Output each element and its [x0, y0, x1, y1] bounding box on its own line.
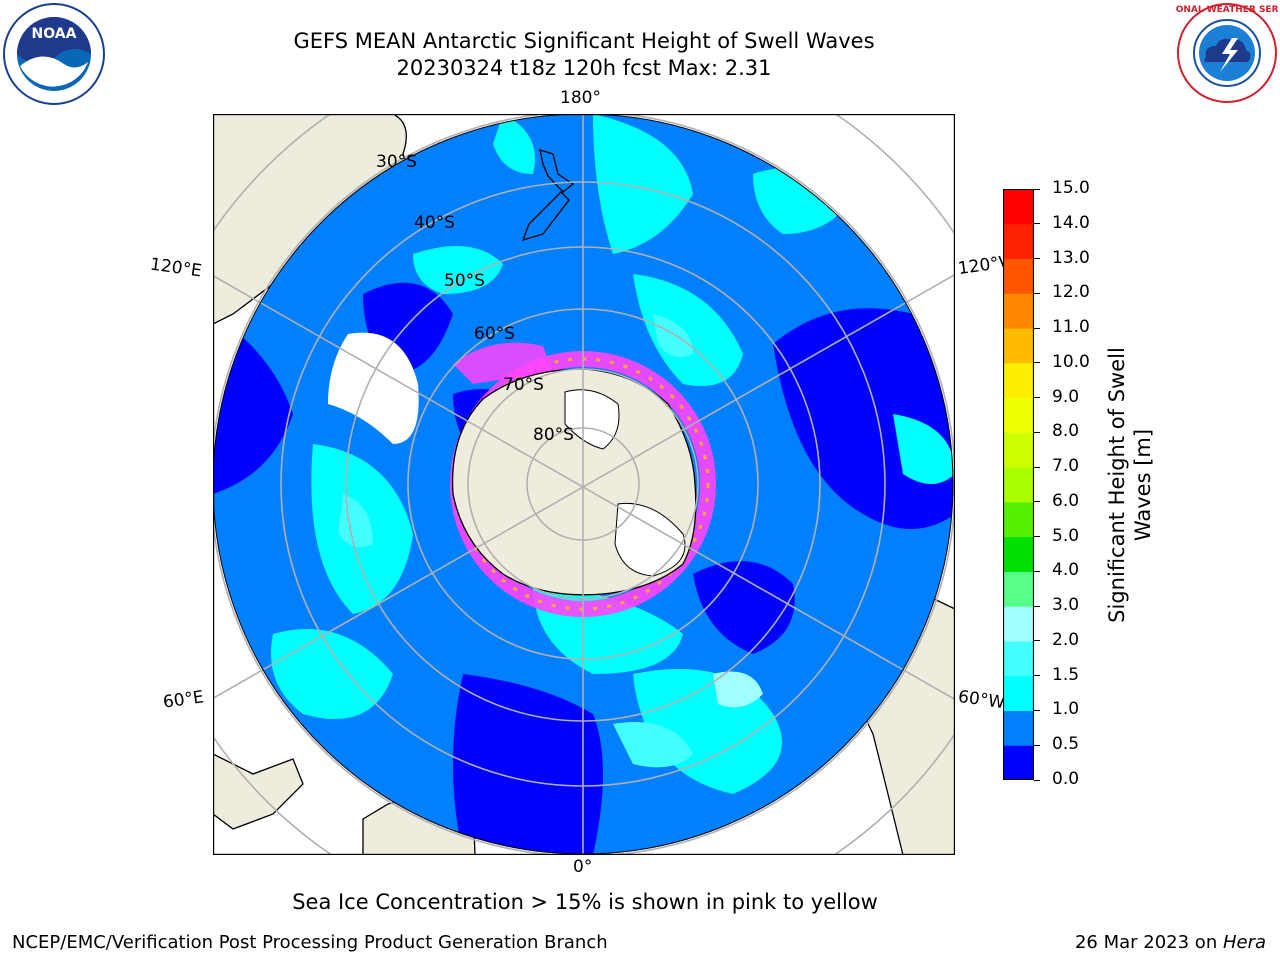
lon-label-60w: 60°W [956, 686, 1006, 714]
footer-host: Hera [1222, 932, 1266, 953]
colorbar-tick-mark [1034, 640, 1040, 642]
lat-label-50s: 50°S [444, 271, 485, 291]
colorbar-tick-label: 15.0 [1052, 178, 1090, 198]
colorbar-tick-mark [1034, 744, 1040, 746]
colorbar-segment [1003, 467, 1034, 503]
colorbar-tick-mark [1034, 188, 1040, 190]
lon-label-120e: 120°E [148, 254, 203, 282]
colorbar-tick-mark [1034, 258, 1040, 260]
colorbar-segment [1003, 223, 1034, 260]
colorbar-tick-mark [1034, 327, 1040, 329]
colorbar-tick-mark [1034, 501, 1040, 503]
colorbar-tick-label: 6.0 [1052, 490, 1080, 511]
colorbar-segment [1003, 640, 1034, 677]
sea-ice-note: Sea Ice Concentration > 15% is shown in … [292, 890, 878, 914]
colorbar-tick-mark [1034, 779, 1040, 781]
colorbar-tick-mark [1034, 605, 1040, 607]
colorbar-tick-mark [1034, 570, 1040, 572]
colorbar-tick-label: 11.0 [1052, 317, 1090, 338]
footer-date: 26 Mar 2023 on Hera [1075, 932, 1266, 953]
ronne-ice-shelf [614, 502, 686, 577]
colorbar-segment [1003, 328, 1034, 364]
colorbar-tick-label: 3.0 [1052, 595, 1080, 616]
colorbar-segment [1003, 293, 1034, 329]
lat-label-30s: 30°S [376, 152, 417, 172]
nws-logo-text: NATIONAL WEATHER SERVICE [1176, 5, 1278, 15]
colorbar-tick-mark [1034, 431, 1040, 433]
colorbar-tick-mark [1034, 536, 1040, 538]
kerguelen-ice-area [328, 332, 419, 444]
colorbar-tick-mark [1034, 709, 1040, 711]
new-zealand-south [521, 191, 570, 241]
colorbar [1002, 188, 1035, 781]
colorbar-tick-label: 13.0 [1052, 247, 1090, 268]
colorbar-tick-label: 5.0 [1052, 525, 1080, 546]
colorbar-title-line-2: Waves [m] [1131, 428, 1155, 542]
lon-label-180: 180° [560, 88, 601, 108]
colorbar-segment [1003, 501, 1034, 538]
colorbar-segment [1003, 606, 1034, 642]
colorbar-segment [1003, 710, 1034, 746]
colorbar-tick-label: 2.0 [1052, 629, 1080, 650]
colorbar-segment [1003, 536, 1034, 572]
colorbar-tick-mark [1034, 223, 1040, 225]
colorbar-frame [1002, 188, 1035, 781]
colorbar-tick-mark [1034, 292, 1040, 294]
new-zealand-land [539, 149, 575, 193]
colorbar-segment [1003, 675, 1034, 711]
ross-ice-shelf [564, 389, 620, 450]
title-line-1: GEFS MEAN Antarctic Significant Height o… [293, 29, 875, 53]
lon-label-60e: 60°E [161, 687, 206, 713]
footer-branch: NCEP/EMC/Verification Post Processing Pr… [12, 932, 608, 953]
colorbar-tick-label: 10.0 [1052, 351, 1090, 372]
colorbar-segment [1003, 362, 1034, 399]
colorbar-tick-label: 8.0 [1052, 421, 1080, 442]
colorbar-segment [1003, 397, 1034, 433]
colorbar-title: Significant Height of Swell Waves [m] [1104, 325, 1156, 645]
colorbar-tick-mark [1034, 362, 1040, 364]
colorbar-segment [1003, 571, 1034, 607]
colorbar-title-line-1: Significant Height of Swell [1105, 347, 1129, 623]
nws-logo: NATIONAL WEATHER SERVICE [1152, 2, 1280, 104]
colorbar-tick-mark [1034, 466, 1040, 468]
colorbar-tick-label: 1.5 [1052, 664, 1080, 685]
colorbar-tick-mark [1034, 397, 1040, 399]
colorbar-tick-label: 4.0 [1052, 560, 1080, 581]
colorbar-segment [1003, 432, 1034, 468]
colorbar-tick-label: 7.0 [1052, 456, 1080, 477]
colorbar-tick-label: 1.0 [1052, 699, 1080, 720]
lat-label-70s: 70°S [503, 375, 544, 395]
colorbar-tick-label: 12.0 [1052, 282, 1090, 303]
colorbar-segment [1003, 189, 1034, 225]
noaa-logo-text: NOAA [32, 26, 77, 42]
colorbar-tick-label: 9.0 [1052, 386, 1080, 407]
footer-date-text: 26 Mar 2023 on [1074, 932, 1223, 953]
colorbar-tick-label: 14.0 [1052, 212, 1090, 233]
noaa-logo: NOAA [2, 2, 106, 106]
colorbar-tick-label: 0.5 [1052, 734, 1080, 755]
colorbar-segment [1003, 745, 1034, 781]
meridian-60e-120w [213, 273, 955, 700]
colorbar-svg [1002, 188, 1035, 781]
colorbar-segment [1003, 258, 1034, 294]
polar-map [134, 35, 1032, 933]
lat-label-40s: 40°S [414, 213, 455, 233]
colorbar-tick-label: 0.0 [1052, 769, 1080, 789]
polar-map-svg [134, 35, 1032, 933]
colorbar-tick-mark [1034, 675, 1040, 677]
lon-label-120w: 120°W [956, 252, 1006, 280]
lat-label-60s: 60°S [474, 324, 515, 344]
lon-label-0: 0° [573, 857, 593, 877]
title-line-2: 20230324 t18z 120h fcst Max: 2.31 [396, 56, 772, 80]
lat-label-80s: 80°S [533, 425, 574, 445]
